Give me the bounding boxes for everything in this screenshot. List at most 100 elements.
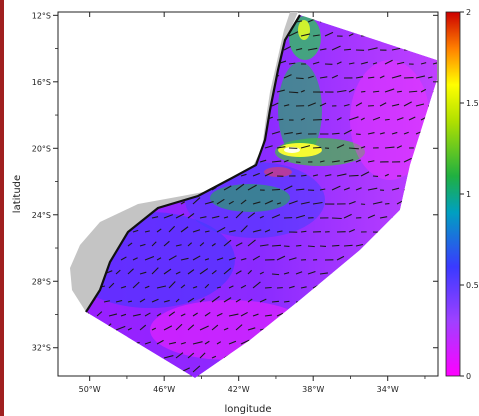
velocity-arrow [343, 103, 350, 107]
velocity-arrow [312, 201, 323, 205]
velocity-arrow [211, 324, 219, 331]
velocity-arrow [204, 230, 210, 233]
velocity-arrow [331, 160, 340, 163]
velocity-arrow [187, 212, 195, 219]
velocity-arrow [235, 298, 241, 303]
velocity-arrow [427, 76, 433, 79]
velocity-arrow [240, 339, 250, 345]
velocity-arrow [235, 210, 244, 219]
velocity-arrow [240, 173, 247, 177]
velocity-arrow [115, 299, 123, 303]
velocity-arrow [319, 160, 325, 163]
velocity-arrow [403, 131, 409, 135]
velocity-arrow [211, 355, 217, 359]
velocity-arrow [288, 257, 297, 261]
velocity-arrow [271, 214, 281, 219]
velocity-arrow [228, 340, 237, 345]
velocity-arrow [300, 230, 307, 233]
velocity-arrow [396, 117, 404, 121]
velocity-arrow [343, 213, 352, 219]
velocity-arrow [247, 269, 253, 275]
velocity-arrow [295, 244, 302, 247]
velocity-arrow [276, 118, 284, 121]
velocity-arrow [348, 200, 356, 205]
velocity-arrow [331, 217, 342, 220]
x-tick-label: 42°W [228, 385, 250, 394]
velocity-arrow [319, 102, 327, 107]
velocity-arrow [360, 90, 366, 93]
velocity-arrow [384, 118, 390, 121]
velocity-arrow [295, 132, 302, 135]
velocity-arrow [180, 257, 189, 261]
velocity-arrow [336, 173, 347, 177]
velocity-arrow [139, 271, 147, 275]
velocity-arrow [228, 313, 239, 317]
x-axis-label: longitude [224, 404, 271, 415]
velocity-arrow [127, 300, 133, 303]
velocity-arrow [367, 47, 378, 51]
y-tick-label: 32°S [32, 344, 51, 353]
velocity-arrow [252, 255, 261, 261]
velocity-arrow [192, 197, 201, 205]
velocity-arrow [331, 132, 340, 135]
velocity-arrow [403, 157, 412, 163]
field-patch-red-20s [264, 167, 292, 177]
velocity-arrow [192, 312, 198, 317]
velocity-arrow [324, 31, 334, 37]
velocity-arrow [144, 285, 150, 289]
velocity-arrow [216, 286, 222, 289]
velocity-arrow [276, 255, 286, 261]
velocity-arrow [216, 257, 224, 261]
velocity-arrow [192, 229, 201, 233]
velocity-arrow [348, 88, 355, 93]
x-tick-label: 38°W [302, 385, 324, 394]
velocity-arrow [360, 171, 370, 177]
y-tick-label: 12°S [32, 11, 51, 20]
velocity-arrow [367, 132, 375, 135]
velocity-arrow [312, 34, 320, 37]
velocity-arrow [151, 216, 159, 219]
velocity-arrow [151, 241, 157, 247]
velocity-arrow [247, 239, 256, 247]
velocity-arrow [163, 240, 170, 247]
velocity-arrow [247, 184, 257, 191]
velocity-arrow [156, 228, 162, 233]
velocity-arrow [300, 201, 310, 205]
velocity-arrow [211, 269, 217, 275]
velocity-arrow [175, 244, 182, 247]
velocity-arrow [240, 199, 247, 205]
field-patch-yellow-top [298, 20, 310, 40]
velocity-arrow [372, 201, 383, 205]
velocity-arrow [288, 31, 299, 37]
velocity-arrow [300, 174, 307, 177]
velocity-arrow [307, 245, 315, 248]
velocity-arrow [379, 102, 387, 107]
velocity-arrow [228, 200, 234, 205]
velocity-arrow [408, 90, 418, 93]
velocity-arrow [295, 47, 303, 51]
field-patch-green-shelf [210, 184, 290, 212]
velocity-arrow [211, 215, 220, 219]
velocity-arrow [132, 257, 138, 261]
velocity-arrow [288, 285, 295, 289]
x-axis: 50°W 46°W 42°W 38°W 34°W [79, 12, 426, 394]
velocity-arrow [336, 255, 345, 261]
velocity-arrow [240, 225, 248, 233]
velocity-arrow [156, 339, 164, 345]
velocity-arrow [355, 187, 362, 191]
velocity-arrow [271, 131, 281, 135]
velocity-arrow [228, 285, 234, 289]
velocity-arrow [288, 62, 296, 65]
velocity-arrow [271, 300, 280, 303]
velocity-arrow [379, 132, 385, 135]
velocity-arrow [396, 61, 405, 65]
velocity-arrow [355, 159, 361, 163]
velocity-arrow [252, 281, 261, 289]
velocity-arrow [432, 62, 437, 65]
velocity-arrow [108, 282, 115, 289]
velocity-arrow [163, 299, 170, 303]
velocity-arrow [264, 200, 274, 205]
velocity-arrow [192, 286, 198, 289]
colorbar-tick-label: 1.5 [466, 99, 479, 108]
velocity-arrow [175, 352, 184, 359]
